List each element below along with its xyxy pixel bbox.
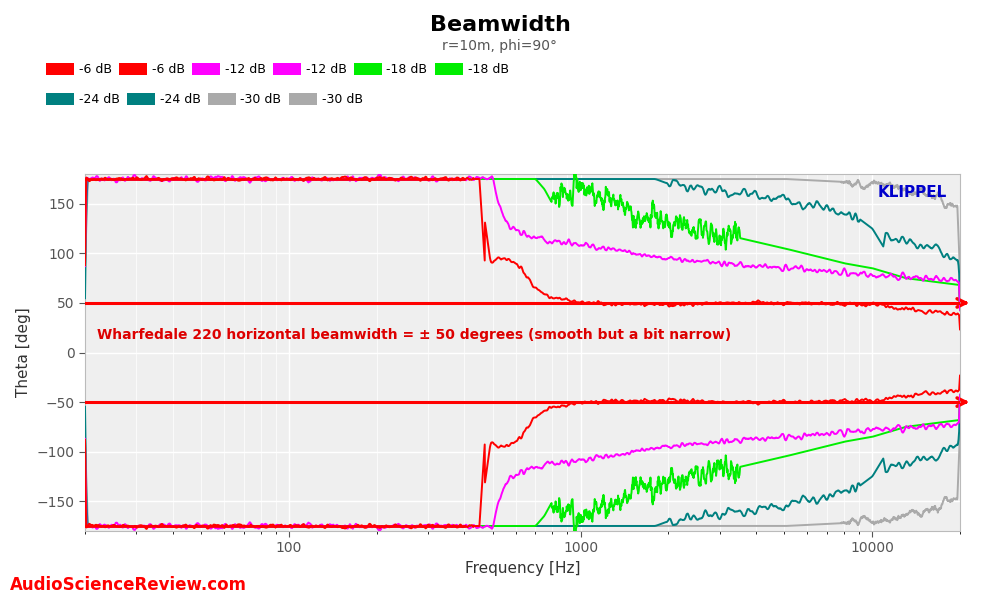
Text: KLIPPEL: KLIPPEL [878, 185, 947, 200]
Legend: -6 dB, -6 dB, -12 dB, -12 dB, -18 dB, -18 dB: -6 dB, -6 dB, -12 dB, -12 dB, -18 dB, -1… [46, 63, 509, 76]
Text: Wharfedale 220 horizontal beamwidth = ± 50 degrees (smooth but a bit narrow): Wharfedale 220 horizontal beamwidth = ± … [97, 328, 731, 341]
Text: AudioScienceReview.com: AudioScienceReview.com [10, 576, 247, 594]
Y-axis label: Theta [deg]: Theta [deg] [16, 308, 31, 397]
X-axis label: Frequency [Hz]: Frequency [Hz] [465, 561, 580, 576]
Text: r=10m, phi=90°: r=10m, phi=90° [442, 39, 558, 53]
Legend: -24 dB, -24 dB, -30 dB, -30 dB: -24 dB, -24 dB, -30 dB, -30 dB [46, 93, 362, 106]
Text: Beamwidth: Beamwidth [430, 15, 570, 35]
